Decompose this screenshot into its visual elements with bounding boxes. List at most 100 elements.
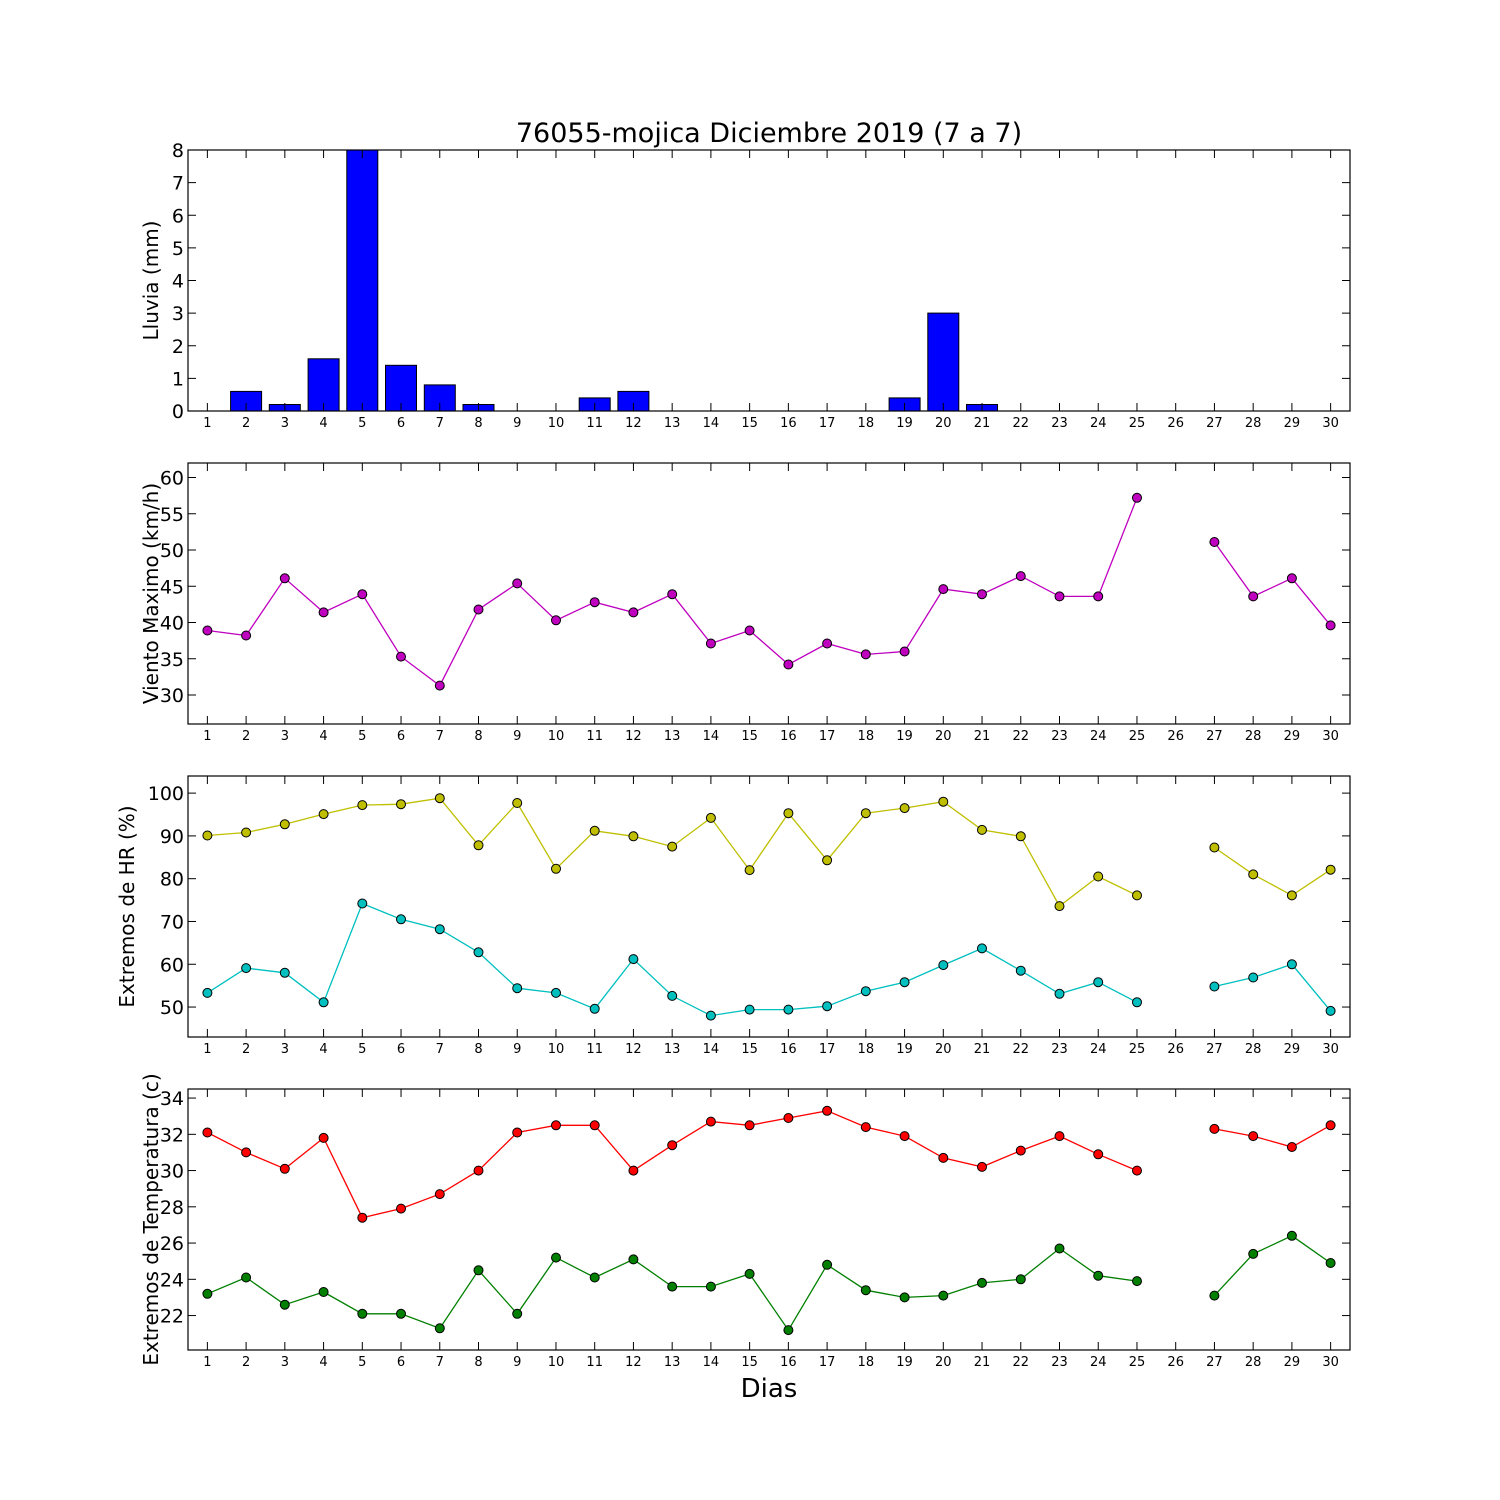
- x-tick-label-30: 30: [1322, 1042, 1339, 1057]
- y-tick-label: 4: [172, 271, 184, 293]
- series-1-point-day-18: [860, 1122, 871, 1133]
- series-1-point-day-8: [473, 604, 484, 615]
- x-tick-label-18: 18: [858, 416, 875, 431]
- x-tick-label-14: 14: [703, 1042, 720, 1057]
- series-1-point-day-9: [512, 798, 523, 808]
- series-2-point-day-17: [822, 1001, 833, 1012]
- x-tick-label-22: 22: [1012, 416, 1029, 431]
- series-1-point-day-5: [357, 589, 368, 600]
- series-1-point-day-18: [860, 808, 871, 819]
- x-tick-label-25: 25: [1129, 729, 1146, 744]
- series-1-point-day-5: [357, 1212, 368, 1223]
- x-tick-label-18: 18: [858, 729, 875, 744]
- series-2-point-day-2: [241, 963, 252, 974]
- series-1-point-day-8: [473, 840, 484, 851]
- y-tick-label: 22: [160, 1306, 184, 1328]
- x-tick-label-26: 26: [1167, 729, 1184, 744]
- series-1-point-day-25: [1132, 890, 1142, 901]
- series-1-point-day-1: [202, 830, 213, 841]
- x-tick-label-29: 29: [1284, 416, 1301, 431]
- series-1-point-day-13: [667, 841, 678, 852]
- x-tick-label-24: 24: [1090, 1355, 1107, 1370]
- x-tick-label-4: 4: [319, 729, 327, 744]
- y-tick-label: 24: [160, 1269, 184, 1291]
- x-tick-label-4: 4: [319, 1042, 327, 1057]
- x-tick-label-2: 2: [242, 729, 250, 744]
- series-1-point-day-10: [551, 615, 561, 626]
- x-tick-label-26: 26: [1167, 416, 1184, 431]
- series-1-line: [1214, 846, 1331, 897]
- series-2-point-day-1: [202, 987, 213, 998]
- y-tick-label: 30: [160, 685, 184, 707]
- series-1-point-day-1: [202, 625, 213, 636]
- series-2-point-day-30: [1325, 1258, 1336, 1268]
- x-tick-label-21: 21: [974, 416, 991, 431]
- series-1-point-day-8: [473, 1165, 484, 1176]
- x-tick-label-19: 19: [896, 1042, 913, 1057]
- x-tick-label-9: 9: [513, 416, 521, 431]
- x-tick-label-28: 28: [1245, 416, 1262, 431]
- series-1-point-day-22: [1015, 831, 1026, 842]
- x-tick-label-29: 29: [1284, 729, 1301, 744]
- x-tick-label-11: 11: [586, 1355, 603, 1370]
- x-tick-label-27: 27: [1206, 1355, 1223, 1370]
- series-2-point-day-12: [628, 954, 639, 965]
- x-tick-label-15: 15: [741, 416, 758, 431]
- y-tick-label: 55: [160, 504, 184, 526]
- x-tick-label-22: 22: [1012, 1042, 1029, 1057]
- series-2-point-day-3: [279, 967, 290, 978]
- series-1-point-day-30: [1325, 620, 1336, 631]
- series-1-point-day-29: [1286, 890, 1297, 901]
- x-tick-label-8: 8: [474, 729, 482, 744]
- x-tick-label-28: 28: [1245, 729, 1262, 744]
- series-1-point-day-11: [589, 825, 600, 836]
- series-1-point-day-29: [1286, 573, 1297, 584]
- series-2-point-day-21: [977, 943, 987, 954]
- axes-frame: [187, 775, 1351, 1038]
- series-2-point-day-12: [628, 1254, 639, 1265]
- series-1-point-day-24: [1093, 1149, 1104, 1160]
- x-tick-label-8: 8: [474, 416, 482, 431]
- series-1-point-day-20: [938, 796, 949, 807]
- x-tick-label-13: 13: [664, 416, 681, 431]
- series-1-point-day-21: [977, 589, 987, 600]
- series-2-point-day-23: [1054, 988, 1065, 999]
- x-tick-label-15: 15: [741, 1042, 758, 1057]
- x-tick-label-6: 6: [397, 1042, 405, 1057]
- x-tick-label-1: 1: [203, 1042, 211, 1057]
- x-tick-label-17: 17: [819, 729, 836, 744]
- series-2-point-day-8: [473, 947, 484, 958]
- series-2-point-day-13: [667, 990, 678, 1001]
- x-tick-label-18: 18: [858, 1355, 875, 1370]
- series-2-point-day-6: [396, 914, 406, 925]
- series-1-point-day-13: [667, 589, 678, 600]
- series-1-point-day-2: [241, 1147, 252, 1158]
- series-2-point-day-8: [473, 1265, 484, 1276]
- series-1-point-day-7: [434, 680, 445, 691]
- axes-frame: [187, 1088, 1351, 1351]
- series-2-point-day-25: [1132, 997, 1142, 1008]
- x-tick-label-10: 10: [548, 416, 565, 431]
- y-tick-label: 5: [172, 238, 184, 260]
- x-tick-label-9: 9: [513, 1355, 521, 1370]
- y-axis-label: Viento Maximo (km/h): [139, 483, 163, 704]
- x-tick-label-6: 6: [397, 1355, 405, 1370]
- x-tick-label-21: 21: [974, 1042, 991, 1057]
- series-2-point-day-15: [744, 1004, 755, 1015]
- x-tick-label-23: 23: [1051, 729, 1068, 744]
- series-1-point-day-25: [1132, 492, 1142, 503]
- x-tick-label-30: 30: [1322, 1355, 1339, 1370]
- series-1-point-day-28: [1248, 591, 1259, 602]
- series-2-point-day-6: [396, 1308, 406, 1319]
- series-1-point-day-2: [241, 827, 252, 838]
- x-tick-label-1: 1: [203, 1355, 211, 1370]
- series-1-point-day-22: [1015, 571, 1026, 582]
- x-tick-label-23: 23: [1051, 416, 1068, 431]
- series-1-point-day-21: [977, 824, 987, 835]
- y-tick-label: 70: [160, 911, 184, 933]
- series-1-point-day-15: [744, 625, 755, 636]
- series-1-point-day-17: [822, 638, 833, 649]
- series-1-point-day-28: [1248, 869, 1259, 880]
